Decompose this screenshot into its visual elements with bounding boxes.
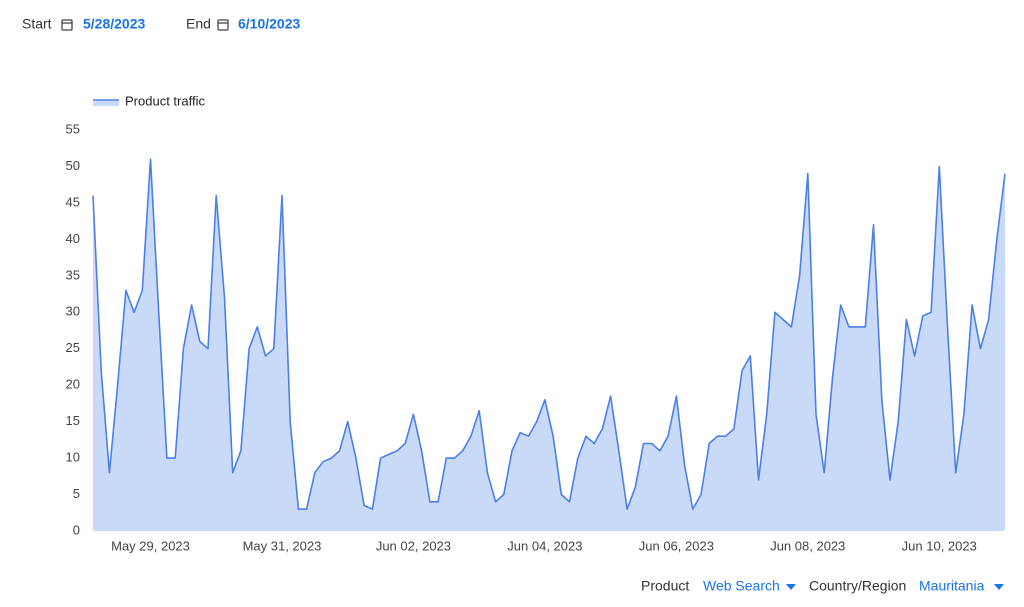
end-date[interactable]: 6/10/2023: [238, 16, 300, 32]
product-select[interactable]: Web Search: [703, 578, 780, 594]
x-tick-label: Jun 08, 2023: [770, 538, 845, 553]
region-label: Country/Region: [809, 578, 906, 594]
y-tick-label: 30: [66, 304, 80, 319]
x-tick-label: Jun 10, 2023: [902, 538, 977, 553]
start-date[interactable]: 5/28/2023: [83, 16, 145, 32]
dropdown-arrow[interactable]: [994, 584, 1004, 590]
y-tick-label: 20: [66, 377, 80, 392]
y-tick-label: 15: [66, 413, 80, 428]
legend-swatch: [93, 100, 119, 106]
area-fill: [93, 159, 1005, 531]
y-tick-label: 0: [73, 522, 80, 537]
region-select[interactable]: Mauritania: [919, 578, 985, 594]
y-tick-label: 10: [66, 450, 80, 465]
x-tick-label: Jun 06, 2023: [639, 538, 714, 553]
x-tick-label: May 31, 2023: [243, 538, 322, 553]
calendar-icon: [217, 19, 229, 31]
y-tick-label: 55: [66, 121, 80, 136]
y-tick-label: 50: [66, 158, 80, 173]
x-tick-label: Jun 02, 2023: [376, 538, 451, 553]
x-tick-label: Jun 04, 2023: [507, 538, 582, 553]
y-tick-label: 5: [73, 486, 80, 501]
x-tick-label: May 29, 2023: [111, 538, 190, 553]
y-tick-label: 45: [66, 194, 80, 209]
dropdown-arrow[interactable]: [786, 584, 796, 590]
y-tick-label: 25: [66, 340, 80, 355]
calendar-icon: [61, 19, 73, 31]
end-label: End: [186, 16, 211, 32]
series-line: [92, 158, 1006, 510]
y-tick-label: 35: [66, 267, 80, 282]
legend-label: Product traffic: [125, 93, 205, 108]
product-label: Product: [641, 578, 689, 594]
chart: 0 5 10 15 20 25 30 35 40 45 50 55 May 29, 2023 May 31…: [66, 93, 1006, 553]
y-tick-label: 40: [66, 231, 80, 246]
start-label: Start: [22, 16, 52, 32]
